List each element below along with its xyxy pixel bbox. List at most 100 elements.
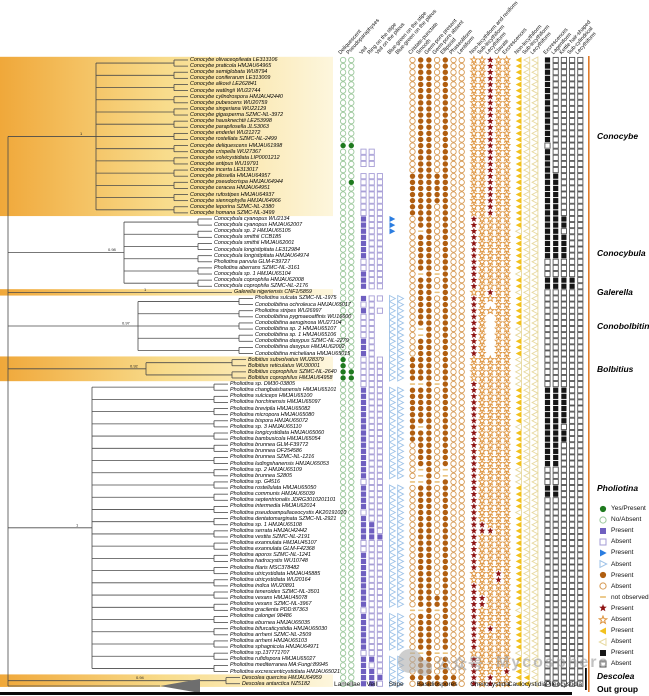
legend-item: Absent [598, 537, 631, 547]
legend-blue-outline-icon [599, 559, 608, 569]
taxon-label: Conocybe alkovii LE262841 [190, 81, 257, 88]
taxon-label: Pholiotina arrheni SZMC-NL-2509 [230, 631, 312, 638]
legend-red-star-filled-icon [599, 604, 607, 612]
taxon-label: Bolbitius coprophilus SZMC-NL-2640 [248, 368, 337, 375]
legend-item-label: Yes/Present [611, 505, 646, 512]
taxon-label: Pholiotina teneroides SZMC-NL-3501 [230, 589, 320, 595]
taxon-label: Conocybe pilosella HMJAU64957 [190, 173, 271, 180]
taxon-label: Pholiotina aporos SZMC-NL-1241 [230, 552, 311, 559]
taxon-label: Conocybe hausknechtii LE253998 [190, 118, 272, 125]
taxon-label: Pholiotina sp. G4516 [230, 478, 281, 485]
outgroup-collapsed-triangle [160, 679, 200, 693]
taxon-label: Conocybula sp. 2 HMJAU65105 [214, 228, 291, 235]
taxon-label: Conocybe rostellata SZMC-NL-2499 [190, 136, 277, 143]
taxon-label: Pholiotina changbaishanensis HMJAU65101 [230, 387, 337, 394]
watermark-en-text: Mycosphere [496, 654, 610, 671]
taxon-label: Conocybe pseudocrispa HMJAU64944 [190, 179, 283, 186]
group-label-lamellae: Lamellae [333, 681, 361, 688]
taxon-label: Conocybula longistipitata LE312984 [214, 246, 301, 253]
taxon-label: Conocybe pubescens WU20759 [190, 99, 268, 106]
taxon-label: Conocybe siennophylla HMJAU64966 [190, 197, 281, 204]
taxon-label: Conobolbitina pygmaeoaffinis WU16600 [255, 313, 352, 320]
taxon-label: Pholiotina filaris MSC378482 [230, 564, 300, 571]
legend-item-label: Absent [611, 582, 632, 590]
genus-label-conobolbitina: Conobolbitina [597, 321, 649, 331]
legend-purple-outline-icon [599, 538, 607, 546]
taxon-label: Pholiotina vexans HMJAU45078 [230, 595, 308, 602]
group-label-stipe: Stipe [388, 681, 404, 688]
taxon-label: Pholiotina intermedia HMJAU62014 [230, 503, 316, 510]
taxon-label: Pholiotina bispora HMJAU65072 [230, 417, 308, 424]
taxon-label: Conocybe cylindrospora HMJAU42440 [190, 93, 283, 100]
legend-dash-dash-icon [600, 596, 606, 599]
taxon-label: Pholiotina gracilenta PDD:87363 [230, 607, 308, 614]
taxon-label: Pholiotina hadrocystis WU10748 [230, 558, 308, 565]
legend-item: Absent [598, 559, 631, 569]
svg-text:1: 1 [80, 131, 83, 136]
legend-item: Present [598, 570, 633, 580]
legend-item-label: Present [611, 604, 634, 612]
genus-label-galerella: Galerella [597, 287, 633, 298]
taxon-label: Pholiotina ludingshanensis HMJAU65053 [230, 460, 329, 467]
taxon-label: Pholiotina aberrans SZMC-NL-3161 [214, 264, 300, 271]
out-group-label: Out group [597, 684, 639, 694]
taxon-label: Conocybe singeriana WU22129 [190, 105, 267, 112]
legend-black-filled-icon [600, 649, 606, 656]
taxon-label: Pholiotina rostellulata HMJAU65050 [230, 485, 317, 492]
legend-blue-filled-icon [600, 549, 607, 557]
taxon-label: Pholiotina excrescenticystidiata HMJAU65… [230, 668, 340, 675]
legend-item: Absent [598, 659, 631, 669]
taxon-label: Pholiotina brunnea OF254586 [230, 448, 302, 455]
taxon-label: Conocybe deliquescens HMJAU61998 [190, 142, 283, 149]
taxon-label: Pholiotina vexans SZMC-NL-3967 [230, 601, 312, 608]
genus-label-bolbitius: Bolbitius [597, 363, 634, 374]
taxon-label: Galerella nigeriensis CNF1/5859 [234, 289, 312, 296]
group-label-caulocystidia: Caulocystidia [507, 681, 547, 688]
taxon-label: Pholiotina mediterranea MA:Fungi:89945 [230, 662, 328, 669]
outgroup-span-bar [585, 668, 587, 690]
taxon-label: Pholiotina calongei 98486 [230, 613, 292, 620]
taxon-label: Pholiotina sp. 1 HMJAU65108 [230, 521, 302, 528]
legend-green-filled-icon [599, 505, 607, 512]
legend-brown-outline-icon [599, 582, 607, 590]
taxon-label: Pholiotina exannulata HMJAU45107 [230, 540, 317, 547]
legend-item-label: Present [611, 549, 634, 557]
taxon-label: Conocybe olivaceopileata LE313106 [190, 57, 278, 63]
genus-label-descolea: Descolea [597, 670, 635, 681]
legend-item: not observed [598, 592, 649, 602]
taxon-label: Pholiotina exannulata GLM-F42368 [230, 546, 315, 553]
wechat-logo-icon [398, 649, 432, 676]
taxon-label: Conocybe crispella WU27367 [190, 148, 262, 155]
legend-item-label: Present [611, 649, 634, 657]
legend-green-outline-icon [599, 515, 607, 524]
taxon-label: Pholiotina septentrionalis JDRG301020110… [230, 497, 336, 504]
taxon-label: Conobolbitina dasypus HMJAU62002 [255, 344, 345, 351]
taxon-label: Pholiotina sulciceps HMJAU65100 [230, 393, 313, 400]
taxon-label: Conocybe watlingii WU22744 [190, 87, 261, 94]
legend-item: Yes/Present [598, 504, 646, 514]
taxon-label: Bolbitius reticulatus WU30001 [248, 362, 320, 369]
svg-text:1: 1 [76, 522, 79, 527]
legend-item-label: Absent [611, 560, 632, 568]
taxon-label: Conobolbitina aeruginosa WU27104 [255, 319, 342, 326]
taxon-label: Pholiotina longicystidiata HMJAU65060 [230, 430, 325, 436]
taxon-label: Pholiotina utricystidiata WU20164 [230, 576, 311, 583]
legend-item: No/Absent [598, 515, 641, 525]
legend-yellow-outline-icon [598, 637, 607, 646]
group-label-cheilocystidia: Cheilocystidia [470, 681, 511, 688]
taxon-label: Pholiotina brevipila HMJAU65082 [230, 405, 311, 412]
legend-item-label: Absent [611, 538, 632, 546]
legend-item: Present [598, 603, 633, 613]
taxon-label: Descolea antarctica NZ5182 [242, 680, 311, 687]
taxon-label: Conocybula longistipitata HMJAU64974 [214, 252, 309, 259]
watermark: 公众号 · Mycosphere [396, 648, 609, 678]
legend-item-label: Absent [611, 638, 632, 646]
taxon-label: Pholiotina parvula GLM-F39727 [214, 258, 291, 265]
taxon-label: Conobolbitina micheliana HMJAU65015 [255, 350, 351, 357]
legend-red-star-outline-icon [598, 614, 608, 625]
legend-item: Absent [598, 614, 631, 625]
legend-item-label: Absent [611, 660, 632, 668]
taxon-label: Pholiotina dentatomarginata SZMC-NL-2921 [230, 515, 337, 522]
taxon-label: Conocybula coprophila HMJAU62008 [214, 277, 304, 284]
